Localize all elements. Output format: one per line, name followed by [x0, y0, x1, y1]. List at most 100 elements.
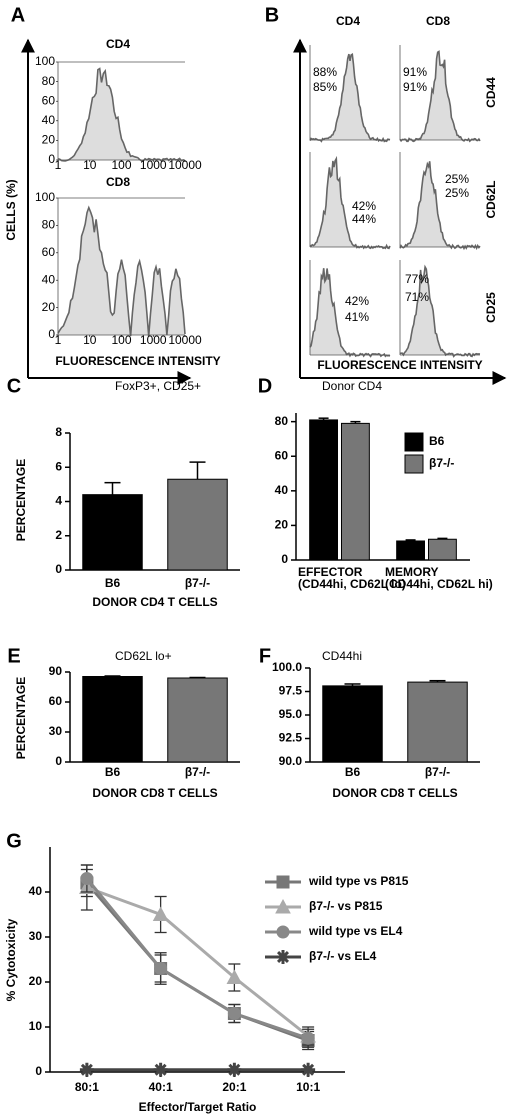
y-tick-label: 0 — [55, 562, 62, 576]
y-tick-label: 8 — [55, 425, 62, 439]
bar — [322, 685, 383, 763]
histogram-fill — [310, 159, 390, 247]
y-axis-label: PERCENTAGE — [14, 459, 28, 541]
y-tick-label: 80 — [42, 74, 56, 88]
y-tick-label: 60 — [42, 245, 56, 259]
bar — [309, 419, 339, 561]
legend-marker — [276, 875, 290, 889]
column-label: CD8 — [426, 14, 450, 28]
y-tick-label: 0 — [48, 327, 55, 341]
percentage-label: 91% — [403, 80, 427, 94]
y-tick-label: 0 — [35, 1064, 42, 1078]
panel-letter: F — [259, 645, 271, 667]
point — [152, 906, 169, 921]
x-tick-label: 1 — [55, 333, 62, 347]
series-line — [85, 877, 309, 1040]
percentage-label: 91% — [403, 65, 427, 79]
x-axis-label: Effector/Target Ratio — [139, 1100, 257, 1114]
x-tick-label: 10 — [83, 158, 97, 172]
point — [154, 962, 168, 975]
bar — [396, 540, 426, 561]
percentage-label: 85% — [313, 80, 337, 94]
y-tick-label: 6 — [55, 459, 62, 473]
legend-swatch — [404, 432, 424, 452]
x-tick-note: (CD44hi, CD62L lo) — [298, 577, 406, 591]
x-tick-label: 80:1 — [75, 1080, 99, 1094]
histogram-fill — [58, 209, 185, 335]
panel-letter: G — [6, 830, 22, 852]
histogram-outline — [57, 205, 186, 337]
y-tick-label: 80 — [275, 414, 289, 428]
percentage-label: 44% — [352, 212, 376, 226]
y-tick-label: 0 — [48, 152, 55, 166]
bar — [167, 677, 228, 763]
y-tick-label: 40 — [42, 113, 56, 127]
x-axis-label: DONOR CD8 T CELLS — [92, 786, 217, 800]
histogram-outline — [57, 67, 186, 163]
x-axis-label: FLUORESCENCE INTENSITY — [55, 354, 220, 368]
histogram-fill — [58, 69, 185, 160]
y-tick-label: 0 — [281, 552, 288, 566]
panel-title: FoxP3+, CD25+ — [115, 379, 201, 393]
panel-title: CD44hi — [322, 649, 362, 663]
panel-title: Donor CD4 — [322, 379, 382, 393]
x-tick-label: 100 — [111, 158, 131, 172]
y-tick-label: 97.5 — [279, 684, 303, 698]
row-label: CD44 — [484, 77, 498, 108]
x-tick-label: β7-/- — [185, 765, 210, 779]
y-tick-label: 20 — [42, 300, 56, 314]
bar — [167, 478, 228, 571]
column-label: CD4 — [336, 14, 360, 28]
bar — [82, 494, 143, 571]
y-tick-label: 10 — [29, 1019, 43, 1033]
bar — [407, 681, 468, 763]
y-tick-label: 20 — [42, 133, 56, 147]
percentage-label: 42% — [345, 294, 369, 308]
y-tick-label: 60 — [42, 93, 56, 107]
bar — [341, 422, 370, 561]
row-label: CD25 — [484, 292, 498, 323]
y-tick-label: 92.5 — [279, 731, 303, 745]
y-tick-label: 90.0 — [279, 754, 303, 768]
y-tick-label: 20 — [29, 974, 43, 988]
plot-title: CD4 — [106, 37, 130, 51]
point — [301, 1062, 316, 1077]
x-tick-label: 10000 — [168, 158, 202, 172]
y-tick-label: 30 — [29, 929, 43, 943]
y-tick-label: 30 — [49, 724, 63, 738]
legend-label: β7-/- — [429, 456, 454, 470]
panel-letter: B — [265, 4, 279, 26]
x-tick-label: EFFECTOR — [298, 565, 363, 579]
x-tick-label: 1000 — [140, 333, 167, 347]
y-tick-label: 40 — [275, 483, 289, 497]
y-tick-label: 60 — [275, 448, 289, 462]
y-axis-label: PERCENTAGE — [14, 677, 28, 759]
percentage-label: 41% — [345, 310, 369, 324]
plot-title: CD8 — [106, 175, 130, 189]
y-tick-label: 40 — [42, 272, 56, 286]
percentage-label: 25% — [445, 186, 469, 200]
x-tick-label: 10 — [83, 333, 97, 347]
legend-marker — [275, 898, 291, 914]
percentage-label: 71% — [405, 290, 429, 304]
percentage-label: 25% — [445, 172, 469, 186]
point — [80, 872, 94, 885]
point — [227, 1007, 241, 1020]
x-tick-label: B6 — [105, 576, 121, 590]
point — [153, 1062, 168, 1077]
legend-label: β7-/- vs P815 — [309, 899, 383, 913]
histogram-fill — [310, 53, 390, 140]
percentage-label: 42% — [352, 199, 376, 213]
y-tick-label: 0 — [55, 754, 62, 768]
series-line — [86, 886, 310, 1038]
panel-title: CD62L lo+ — [115, 649, 172, 663]
panel-letter: C — [7, 375, 21, 397]
x-tick-label: 1 — [55, 158, 62, 172]
histogram-outline — [309, 268, 391, 358]
point — [226, 969, 243, 984]
x-tick-label: MEMORY — [385, 565, 439, 579]
x-tick-label: B6 — [345, 765, 361, 779]
y-axis-label: % Cytotoxicity — [4, 918, 18, 1001]
bar — [428, 538, 457, 561]
